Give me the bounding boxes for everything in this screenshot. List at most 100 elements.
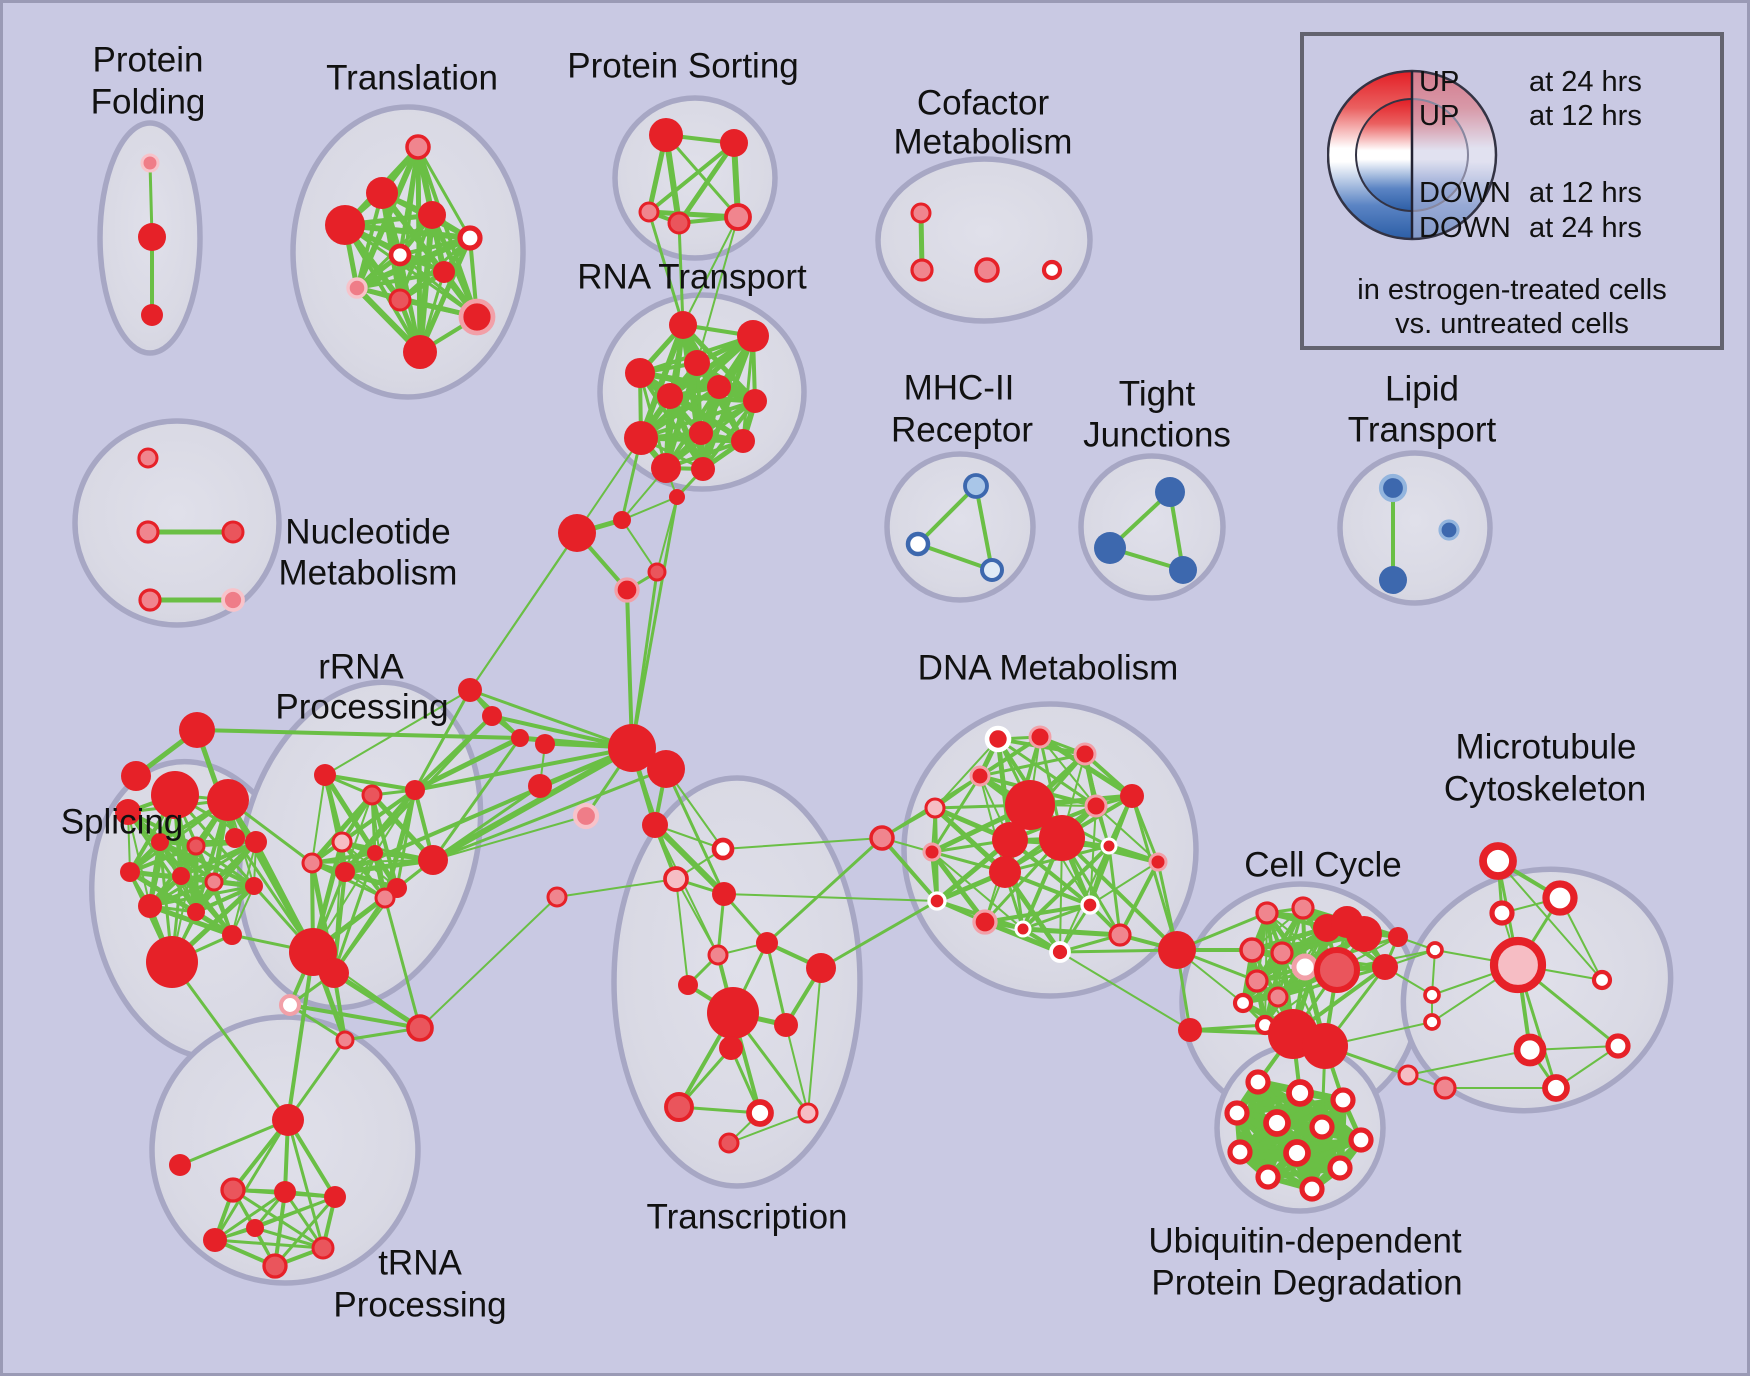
network-node [141, 304, 163, 326]
cluster-label-nucleotide-metabolism: Nucleotide [285, 513, 450, 552]
network-edge [194, 884, 256, 914]
legend-gradient-icon [1327, 69, 1498, 241]
cluster-label-rna-transport: RNA Transport [577, 258, 807, 297]
legend-direction-label: UP [1419, 66, 1460, 98]
network-edge [413, 746, 634, 792]
network-edge [978, 752, 1087, 778]
network-node [1346, 916, 1382, 952]
network-node [1169, 556, 1197, 584]
network-node [115, 799, 141, 825]
network-node [1433, 1076, 1457, 1100]
network-edge [310, 851, 377, 865]
network-node [743, 389, 767, 413]
network-edge [1089, 805, 1097, 906]
network-edge [639, 399, 757, 440]
network-node [647, 562, 667, 582]
network-node [1479, 842, 1517, 880]
network-node [663, 866, 689, 892]
cluster-label-protein-folding: Protein [93, 41, 204, 80]
network-edge [700, 333, 756, 472]
network-edge [286, 950, 315, 1122]
network-node [335, 1030, 355, 1050]
network-node [737, 320, 769, 352]
legend-faded-half [1412, 71, 1496, 239]
legend-time-label: at 24 hrs [1529, 66, 1642, 98]
network-edge [332, 851, 377, 975]
network-edge [213, 1190, 287, 1242]
legend-box: UP at 24 hrs UP at 12 hrs DOWN at 12 hrs… [1300, 32, 1724, 350]
network-node [678, 975, 698, 995]
network-node [137, 447, 159, 469]
network-edge [413, 688, 472, 792]
network-edge [1407, 1049, 1531, 1076]
network-node [724, 203, 752, 231]
network-node [388, 288, 412, 312]
network-node [179, 712, 215, 748]
network-node [325, 205, 365, 245]
network-edge [429, 212, 480, 320]
network-node [1314, 947, 1360, 993]
network-node [367, 845, 383, 861]
network-node [1591, 969, 1613, 991]
network-node [1155, 477, 1185, 507]
network-edge [416, 145, 472, 240]
network-edge [765, 836, 884, 945]
network-node [151, 833, 169, 851]
network-node [1348, 1127, 1374, 1153]
network-edge [723, 893, 938, 902]
network-node [1255, 1164, 1281, 1190]
network-edge [127, 811, 151, 907]
network-edge [675, 878, 689, 986]
network-edge [128, 844, 198, 874]
network-node [1542, 1074, 1570, 1102]
network-node [558, 514, 596, 552]
legend-row: UP at 12 hrs [1304, 100, 1720, 134]
network-node [245, 831, 267, 853]
network-node [169, 1154, 191, 1176]
network-node [711, 837, 735, 861]
network-node [746, 1099, 774, 1127]
network-node [458, 298, 496, 336]
network-edge [1089, 861, 1159, 906]
network-node [1291, 953, 1319, 981]
cluster-lipid-transport [1337, 450, 1493, 606]
network-node [1084, 794, 1108, 818]
network-node [1270, 941, 1294, 965]
network-edge [324, 689, 471, 776]
cluster-mhc2-receptor [884, 451, 1036, 603]
network-edge [728, 1112, 809, 1144]
network-edge [343, 746, 634, 874]
network-node [1489, 900, 1515, 926]
network-node [1372, 954, 1398, 980]
network-edge [682, 216, 739, 326]
network-edge [638, 322, 686, 441]
cluster-label-rrna-processing: Processing [275, 688, 448, 727]
network-node [707, 375, 731, 399]
cluster-label-translation: Translation [326, 59, 498, 98]
legend-direction-label: DOWN [1419, 177, 1511, 209]
network-node [138, 588, 162, 612]
network-edge [195, 728, 522, 740]
network-node [120, 862, 140, 882]
network-node [1330, 1087, 1356, 1113]
network-node [608, 724, 656, 772]
network-node [657, 383, 683, 409]
network-node [1148, 852, 1168, 872]
network-node [922, 842, 942, 862]
network-node [1388, 927, 1408, 947]
network-edge [664, 767, 726, 896]
network-node [667, 211, 691, 235]
network-node [624, 421, 658, 455]
cluster-label-protein-folding: Folding [91, 83, 206, 122]
network-node [905, 531, 931, 557]
network-edge [1058, 948, 1179, 954]
network-edge [1234, 1097, 1346, 1116]
network-node [1291, 896, 1315, 920]
network-node [140, 153, 160, 173]
network-edge [431, 767, 668, 862]
network-edge [382, 787, 418, 901]
network-node [528, 774, 552, 798]
network-edge [696, 216, 739, 364]
